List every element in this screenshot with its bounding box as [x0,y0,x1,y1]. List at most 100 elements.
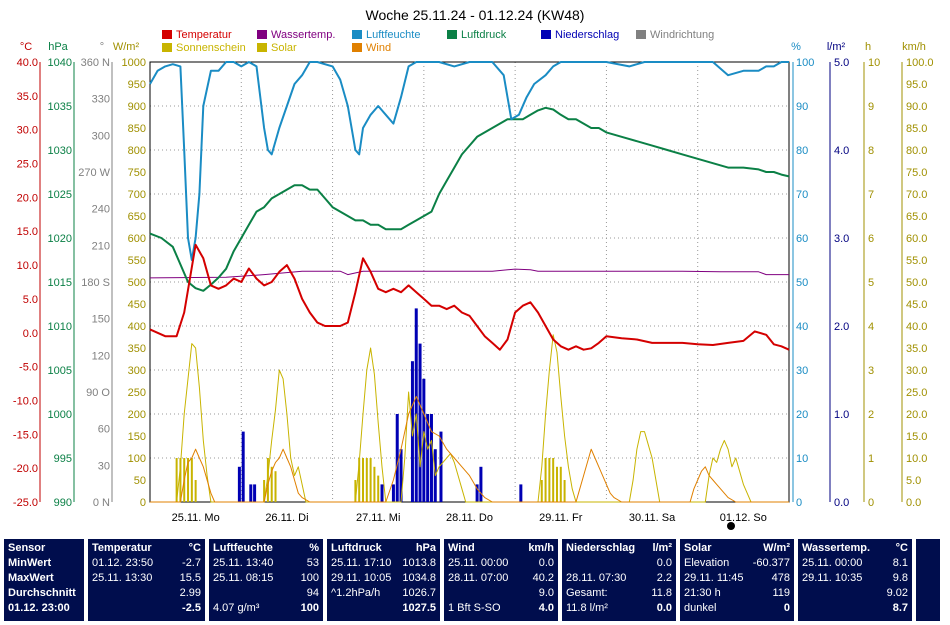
tick-label: 150 [128,431,146,443]
day-label: 29.11. Fr [539,512,583,524]
cell-current: 0 [783,602,790,614]
series-line [150,334,789,503]
table-row: Temperatur °C [88,541,205,555]
cell-unit: km/h [528,542,554,554]
tick-label: 5.0 [834,57,849,69]
table-row: 25.11. 17:10 1013.8 [327,556,440,570]
tick-label: 1030 [48,145,72,157]
sunshine-bar [548,458,551,502]
table-row: 25.11. 00:00 8.1 [798,556,912,570]
cell-date: 21:30 h [684,587,721,599]
cell-value: 9.02 [886,587,908,599]
tick-label: 120 [92,350,110,362]
tick-label: 1 [868,453,874,465]
tick-label: 20.0 [17,192,38,204]
cell-header: Luftfeuchte [213,542,273,554]
cell-header: Wind [448,542,475,554]
legend-label: Wind [366,42,391,54]
tick-label: 3.0 [834,233,849,245]
tick-label: 100.0 [906,57,934,69]
cell-extra: 4.07 g/m³ [213,602,260,614]
legend-label: Wassertemp. [271,29,335,41]
tick-label: 10 [868,57,880,69]
table-column-temperatur: Temperatur °C 01.12. 23:50 -2.7 25.11. 13:30… [88,539,205,621]
sunshine-bar [563,480,566,502]
sunshine-bar [354,480,357,502]
tick-label: 0.0 [23,328,38,340]
tick-label: 0.0 [906,497,921,509]
rain-bar [439,431,443,502]
cell-current: 0.0 [656,602,672,614]
cell-label: 01.12. 23:00 [8,602,70,614]
tick-label: 20.0 [906,409,927,421]
cell-unit: W/m² [763,542,790,554]
table-row: 01.12. 23:00 [4,601,84,615]
cell-date: 29.11. 11:45 [684,572,744,584]
sunshine-bar [194,480,197,502]
table-row: Wassertemp. °C [798,541,912,555]
sunshine-bar [274,471,277,502]
tick-label: 100 [128,453,146,465]
tick-label: 3 [868,365,874,377]
cell-date: ^1.2hPa/h [331,587,381,599]
tick-label: 250 [128,387,146,399]
legend-swatch [541,30,551,39]
tick-label: 45.0 [906,299,927,311]
tick-label: 10 [796,453,808,465]
sunshine-bar [544,458,547,502]
table-row: Elevation -60.377 [680,556,794,570]
plot-frame [149,61,790,503]
table-row: Luftfeuchte% [209,541,323,555]
table-row: 25.11. 13:30 15.5 [88,571,205,585]
legend-label: Sonnenschein [176,42,246,54]
rain-bar [422,378,426,502]
sunshine-bar [175,458,178,502]
axes: 40.035.030.025.020.015.010.05.00.0-5.0-1… [13,57,934,530]
legend: Temperatur Wassertemp. Luftfeuchte Luftdruc… [162,29,714,54]
cell-value: -2.7 [182,557,201,569]
cell-value: 11.8 [651,587,672,599]
cell-value: 119 [772,587,790,599]
rain-bar [241,431,245,502]
cell-value: 2.2 [656,572,672,584]
tick-label: 210 [92,240,110,252]
table-column-niederschlag: Niederschlag l/m² 0.0 28.11. 07:30 2.2 Gesamt… [562,539,676,621]
cell-label: MaxWert [8,572,54,584]
cell-unit: °C [895,542,908,554]
tick-label: 200 [128,409,146,421]
tick-label: 650 [128,211,146,223]
tick-label: 50 [796,277,808,289]
sunshine-bar [373,466,376,502]
cell-value: 1026.7 [402,587,436,599]
cell-value: 15.5 [179,572,201,584]
sunshine-bar [559,466,562,502]
tick-label: 1020 [48,233,72,245]
day-label: 26.11. Di [265,512,308,524]
sunshine-bar [190,458,193,502]
axis-unit: % [791,41,801,53]
cell-date: 25.11. 00:00 [448,557,509,569]
tick-label: 0 [868,497,874,509]
cell-current: 4.0 [538,602,554,614]
tick-label: 40.0 [17,57,38,69]
tick-label: 850 [128,123,146,135]
legend-swatch [162,43,172,52]
tick-label: 5.0 [906,475,921,487]
tick-label: 1000 [48,409,72,421]
sunshine-bar [369,458,372,502]
tick-label: 10.0 [17,260,38,272]
sunshine-bar [365,458,368,502]
tick-label: 50 [134,475,146,487]
legend-label: Niederschlag [555,29,619,41]
cell-header: Luftdruck [331,542,382,554]
tick-label: 550 [128,255,146,267]
axis-unit: km/h [902,41,926,53]
axis-unit: l/m² [827,41,846,53]
tick-label: -20.0 [13,463,38,475]
cell-value: 8.1 [892,557,908,569]
table-row: Luftdruck hPa [327,541,440,555]
cell-value: 1034.8 [402,572,436,584]
tick-label: 6 [868,233,874,245]
cell-date: 01.12. 23:50 [92,557,154,569]
rain-bar [399,449,403,502]
